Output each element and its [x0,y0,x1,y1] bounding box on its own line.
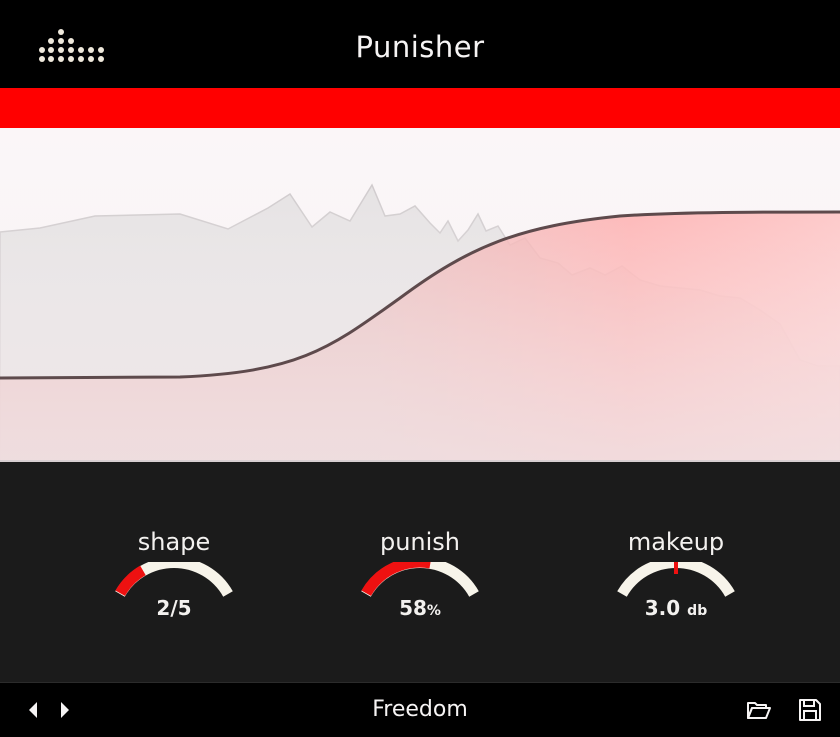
spectrum-display[interactable] [0,128,840,462]
caret-right-icon[interactable] [52,697,78,723]
dot-matrix-logo-icon [39,29,104,62]
shape-label: shape [137,528,211,556]
floppy-disk-icon[interactable] [797,697,823,723]
punish-knob[interactable]: punish 58% [340,462,500,620]
makeup-knob[interactable]: makeup 3.0 db [596,462,756,620]
shape-knob[interactable]: shape 2/5 [94,462,254,620]
transfer-curve[interactable] [0,210,840,380]
makeup-value: 3.0 db [644,596,708,620]
accent-bar [0,88,840,128]
makeup-center-marker [674,562,678,574]
punish-arc-fill [361,562,431,597]
shape-arc[interactable] [94,562,254,602]
shape-arc-fill [115,565,146,597]
preset-name[interactable]: Freedom [372,697,468,722]
footer-bar: Freedom [0,682,840,737]
caret-left-icon[interactable] [22,697,48,723]
header-bar: Punisher [0,0,840,88]
punish-label: punish [379,528,461,556]
controls-panel: shape 2/5 punish 58% makeup 3.0 db [0,462,840,682]
makeup-arc[interactable] [596,562,756,602]
shape-value: 2/5 [156,596,192,620]
plugin-title: Punisher [355,30,485,64]
folder-open-icon[interactable] [746,697,772,723]
punish-arc[interactable] [340,562,500,602]
punish-value: 58% [399,596,441,620]
makeup-label: makeup [627,528,725,556]
curve-fade [0,128,840,462]
